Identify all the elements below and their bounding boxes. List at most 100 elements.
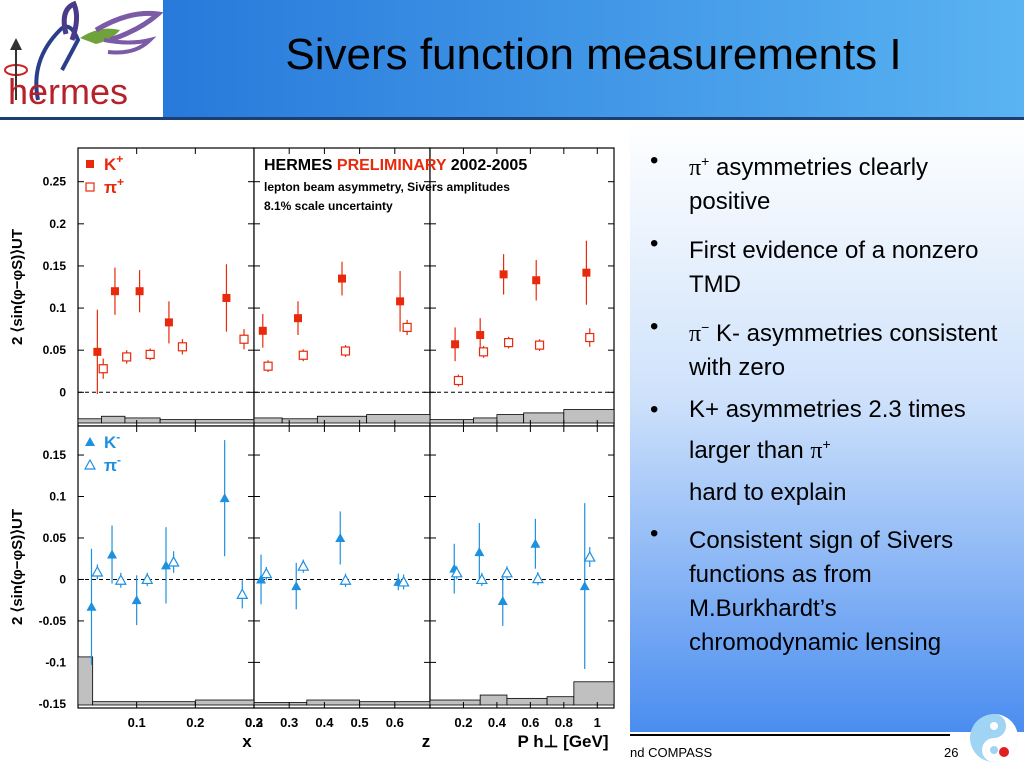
y-axis-label: 2 ⟨sin(φ−φS)⟩UT [9,229,26,345]
systematic-band [506,697,548,706]
y-tick-label: -0.05 [39,614,67,628]
data-point [297,559,310,571]
y-tick-label: 0 [59,572,66,586]
data-point [141,573,154,585]
x-tick-label: 0.8 [555,715,573,730]
data-point [131,595,142,605]
legend-label-superscript: - [117,453,121,467]
systematic-band [546,696,575,706]
data-point [239,334,249,344]
data-point [453,375,464,386]
x-tick-label: 0.3 [245,715,263,730]
data-point [167,555,180,567]
x-tick-label: 0.2 [245,715,263,730]
y-tick-label: 0.1 [49,490,66,504]
y-tick-label: -0.15 [39,697,67,711]
sivers-chart: 0 0.05 0.1 0.15 0.2 0.25 2 ⟨sin(φ−φS)⟩UT K+ π+ -0… [0,124,630,756]
data-point [402,322,412,333]
data-point [474,547,485,557]
data-point [579,581,590,591]
data-point [122,352,132,362]
data-point [338,274,346,283]
chart-panel [429,425,615,709]
x-tick-label: 0.2 [186,715,204,730]
x-tick-label: 0.4 [488,715,507,730]
data-point [263,361,273,371]
data-point [396,297,405,306]
y-axis-label: 2 ⟨sin(φ−φS)⟩UT [9,509,26,625]
systematic-band [77,656,94,706]
systematic-band [124,417,161,424]
data-point [256,574,267,584]
data-point [114,574,127,585]
systematic-band [101,415,126,424]
data-point [93,347,102,356]
data-point [258,326,267,335]
data-point [222,293,231,302]
systematic-band [92,701,196,706]
data-point [135,287,144,296]
y-tick-label: 0.15 [43,259,67,273]
data-point [219,493,230,503]
data-point [497,596,508,606]
data-point [340,346,351,356]
x-tick-label: 1 [594,715,601,730]
chart-panel [77,147,255,427]
legend-label-superscript: - [116,430,120,444]
yin-yang-logo-icon [970,714,1018,762]
x-axis-label: z [422,732,431,751]
bullet-list: π+ asymmetries clearly positive First ev… [640,144,1012,668]
data-point [86,601,97,611]
data-point [451,340,460,349]
systematic-band [253,702,308,706]
bullet-item: π+ asymmetries clearly positive [640,144,1012,219]
legend-label-superscript: + [117,175,124,189]
systematic-band [306,699,360,706]
systematic-band [473,417,498,424]
header-divider [0,117,1024,120]
chart-scale-note: 8.1% scale uncertainty [264,199,393,213]
bullet-item: π− K- asymmetries consistent with zero [640,310,1012,385]
page-number: 26 [944,745,959,760]
data-point [450,566,463,578]
data-point [532,276,541,285]
systematic-band [366,414,431,424]
y-tick-label: 0.2 [49,217,66,231]
y-tick-label: 0.05 [43,531,67,545]
chart-header-part1: HERMES [264,157,337,174]
slide-title: Sivers function measurements I [285,30,902,79]
data-point [107,549,118,559]
systematic-band [563,409,615,424]
legend-marker [86,160,94,168]
x-tick-label: 0.4 [315,715,334,730]
systematic-band [253,417,283,424]
data-point [530,538,541,548]
chart-header-part2: PRELIMINARY [337,157,447,174]
data-point [145,349,155,359]
systematic-band [77,418,102,424]
chart-header-part3: 2002-2005 [446,157,527,174]
legend-label-superscript: + [116,152,123,166]
footer-text: nd COMPASS [630,745,713,760]
data-point [531,572,544,584]
systematic-band [496,414,525,424]
data-point [397,575,410,587]
title-bar [0,0,1024,120]
data-point [534,340,545,350]
chart-panel [253,425,431,709]
data-point [177,342,188,352]
systematic-band [573,681,615,706]
footer-divider [630,734,950,736]
data-point [164,318,173,327]
data-point [291,581,302,591]
legend-label: K- [104,430,120,452]
x-tick-label: 0.3 [280,715,298,730]
x-tick-label: 0.6 [386,715,404,730]
x-axis-label: P h⊥ [GeV] [517,732,608,751]
data-point [110,287,119,296]
data-point [236,588,249,599]
legend-marker [85,437,95,446]
chart-header: HERMES PRELIMINARY 2002-2005 [264,157,527,174]
hermes-logo-icon: hermes [4,0,164,112]
x-tick-label: 0.6 [521,715,539,730]
